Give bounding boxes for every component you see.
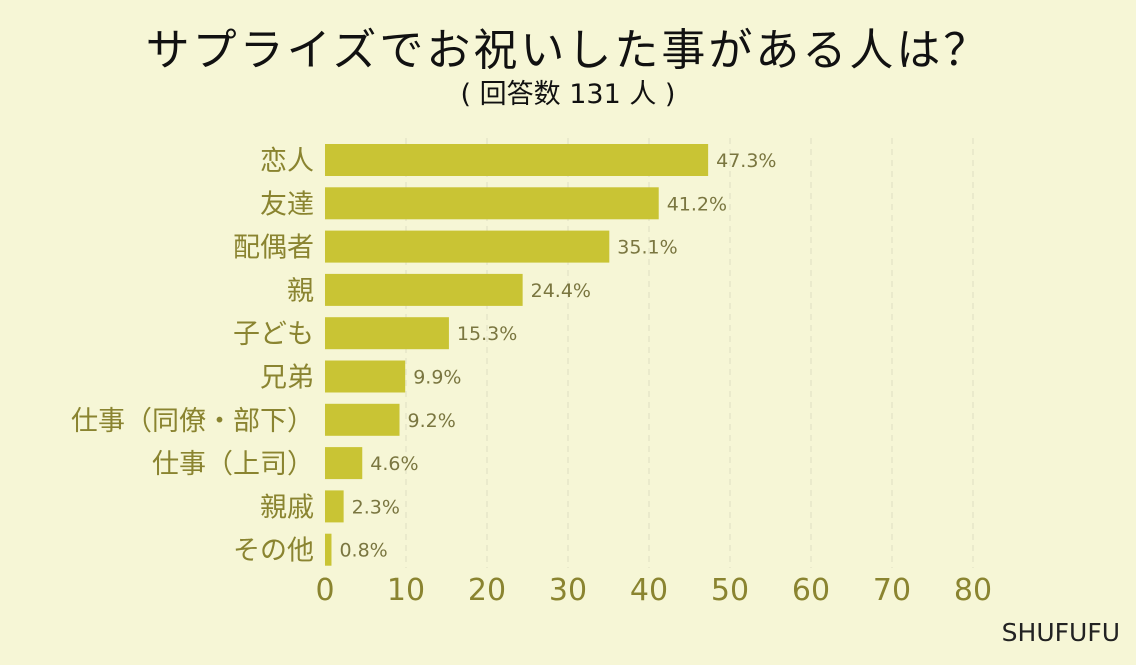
value-label: 15.3% — [457, 323, 517, 345]
value-label: 9.2% — [408, 410, 456, 432]
category-label: 仕事（同僚・部下） — [71, 406, 314, 437]
bar-6 — [325, 403, 400, 436]
x-tick-label: 20 — [468, 573, 506, 608]
category-label: 親戚 — [260, 492, 314, 523]
bar-0 — [325, 144, 709, 176]
value-label: 9.9% — [413, 367, 461, 389]
value-label: 35.1% — [617, 237, 677, 259]
value-label: 0.8% — [339, 540, 387, 562]
category-label: 子ども — [233, 319, 314, 350]
chart-subtitle: ( 回答数 131 人 ) — [460, 79, 676, 110]
category-label: 友達 — [260, 189, 314, 220]
x-tick-label: 0 — [315, 573, 334, 608]
category-label: 仕事（上司） — [152, 449, 314, 480]
value-label: 47.3% — [716, 150, 776, 172]
x-tick-label: 30 — [549, 573, 587, 608]
bar-2 — [325, 230, 610, 263]
x-tick-label: 80 — [954, 573, 992, 608]
value-label: 2.3% — [352, 496, 400, 518]
bar-7 — [325, 447, 363, 480]
category-label: 配偶者 — [233, 233, 314, 264]
chart-title: サプライズでお祝いした事がある人は？ — [145, 25, 991, 76]
bar-9 — [325, 533, 332, 566]
value-label: 24.4% — [531, 280, 591, 302]
x-tick-label: 10 — [387, 573, 425, 608]
category-label: その他 — [233, 536, 314, 567]
bars — [325, 144, 709, 566]
bar-3 — [325, 273, 523, 306]
value-label: 41.2% — [667, 193, 727, 215]
x-tick-label: 70 — [873, 573, 911, 608]
bar-1 — [325, 187, 659, 220]
category-label: 親 — [287, 276, 314, 307]
bar-4 — [325, 317, 449, 350]
labels: 0 10 20 30 40 50 60 70 80 恋人 47.3% 友達 41.2% 配偶者 35.1% 親… — [71, 146, 992, 608]
x-tick-label: 40 — [630, 573, 668, 608]
bar-8 — [325, 490, 344, 523]
category-label: 兄弟 — [260, 363, 314, 394]
bar-5 — [325, 360, 406, 393]
category-label: 恋人 — [260, 146, 314, 177]
x-tick-label: 50 — [711, 573, 749, 608]
x-tick-label: 60 — [792, 573, 830, 608]
value-label: 4.6% — [370, 453, 418, 475]
brand-logo-text: SHUFUFU — [1001, 618, 1120, 647]
